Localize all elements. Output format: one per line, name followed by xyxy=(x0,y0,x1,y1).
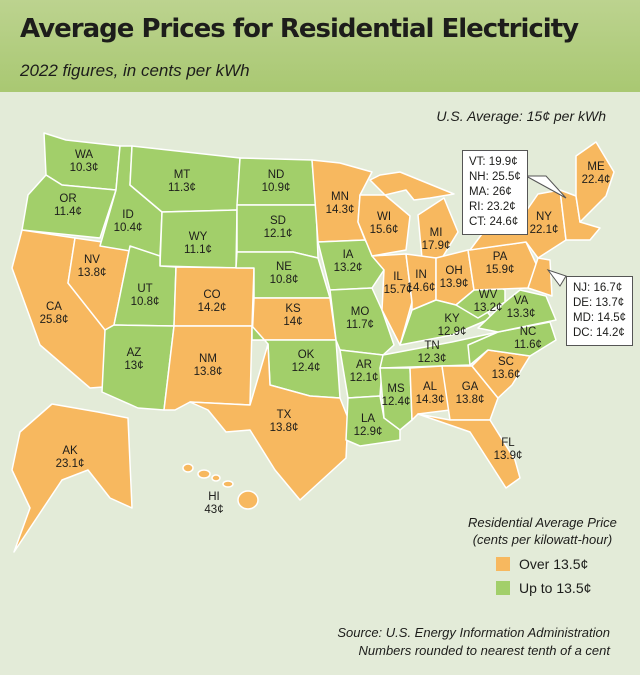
new-england-callout: VT: 19.9¢ NH: 25.5¢ MA: 26¢ RI: 23.2¢ CT… xyxy=(462,150,528,235)
legend-item-over: Over 13.5¢ xyxy=(496,556,617,572)
label-ia: IA 13.2¢ xyxy=(334,249,363,274)
label-ar: AR 12.1¢ xyxy=(350,359,379,384)
state-ms xyxy=(379,367,413,431)
legend-label-over: Over 13.5¢ xyxy=(519,556,589,572)
label-pa: PA 15.9¢ xyxy=(486,251,515,276)
label-ne: NE 10.8¢ xyxy=(270,261,299,286)
label-mn: MN 14.3¢ xyxy=(326,191,355,216)
new-england-callout-pointer xyxy=(525,175,567,199)
label-wa: WA 10.3¢ xyxy=(70,149,99,174)
state-al xyxy=(409,365,451,421)
state-hi-5 xyxy=(237,490,259,510)
legend-title: Residential Average Price xyxy=(468,515,617,530)
legend-swatch-over xyxy=(496,557,510,571)
page-subtitle: 2022 figures, in cents per kWh xyxy=(20,61,250,80)
label-la: LA 12.9¢ xyxy=(354,413,383,438)
callout-dc: DC: 14.2¢ xyxy=(573,327,625,339)
state-ak xyxy=(11,403,133,553)
page-title: Average Prices for Residential Electrici… xyxy=(20,14,579,44)
label-oh: OH 13.9¢ xyxy=(440,265,469,290)
label-ga: GA 13.8¢ xyxy=(456,381,485,406)
us-average: U.S. Average: 15¢ per kWh xyxy=(436,108,606,124)
state-hi-1 xyxy=(182,463,194,473)
label-nd: ND 10.9¢ xyxy=(262,169,291,194)
label-ms: MS 12.4¢ xyxy=(382,383,411,408)
label-nv: NV 13.8¢ xyxy=(78,254,107,279)
legend: Residential Average Price (cents per kil… xyxy=(468,514,617,596)
label-ny: NY 22.1¢ xyxy=(530,211,559,236)
label-mt: MT 11.3¢ xyxy=(168,169,196,194)
state-mi-lower xyxy=(417,197,459,259)
state-me xyxy=(575,141,615,223)
label-nc: NC 11.6¢ xyxy=(514,326,542,351)
label-wi: WI 15.6¢ xyxy=(370,211,399,236)
state-hi-2 xyxy=(197,469,211,479)
state-ga xyxy=(441,365,499,421)
state-mo xyxy=(329,287,395,356)
state-ia xyxy=(317,239,385,291)
state-or xyxy=(21,174,117,239)
header-band: Average Prices for Residential Electrici… xyxy=(0,0,640,92)
mid-atlantic-callout-pointer xyxy=(546,269,567,287)
rounding-note: Numbers rounded to nearest tenth of a ce… xyxy=(358,643,611,658)
us-map: WA 10.3¢ OR 11.4¢ CA 25.8¢ NV 13.8¢ ID 10.4¢ … xyxy=(11,132,615,553)
label-or: OR 11.4¢ xyxy=(54,193,82,218)
callout-de: DE: 13.7¢ xyxy=(573,297,625,309)
label-ky: KY 12.9¢ xyxy=(438,313,467,338)
label-ca: CA 25.8¢ xyxy=(40,301,69,326)
label-ks: KS 14¢ xyxy=(283,303,302,328)
label-mo: MO 11.7¢ xyxy=(346,306,374,331)
label-fl: FL 13.9¢ xyxy=(494,437,523,462)
label-va: VA 13.3¢ xyxy=(507,295,536,320)
label-ak: AK 23.1¢ xyxy=(56,445,85,470)
mid-atlantic-callout: NJ: 16.7¢ DE: 13.7¢ MD: 14.5¢ DC: 14.2¢ xyxy=(566,276,634,346)
state-hi-4 xyxy=(222,480,234,488)
label-in: IN 14.6¢ xyxy=(407,269,436,294)
label-tn: TN 12.3¢ xyxy=(418,340,447,365)
label-al: AL 14.3¢ xyxy=(416,381,445,406)
label-sd: SD 12.1¢ xyxy=(264,215,293,240)
label-az: AZ 13¢ xyxy=(124,347,143,372)
callout-nh: NH: 25.5¢ xyxy=(469,171,521,183)
state-fl xyxy=(417,413,521,489)
legend-swatch-under xyxy=(496,581,510,595)
callout-nj: NJ: 16.7¢ xyxy=(573,282,623,294)
label-id: ID 10.4¢ xyxy=(114,209,143,234)
callout-ct: CT: 24.6¢ xyxy=(469,216,519,228)
label-wv: WV 13.2¢ xyxy=(474,289,503,314)
label-nm: NM 13.8¢ xyxy=(194,353,223,378)
callout-md: MD: 14.5¢ xyxy=(573,312,627,324)
state-mi xyxy=(369,171,455,201)
label-tx: TX 13.8¢ xyxy=(270,409,299,434)
label-ok: OK 12.4¢ xyxy=(292,349,321,374)
label-mi: MI 17.9¢ xyxy=(422,227,451,252)
label-il: IL 15.7¢ xyxy=(384,271,413,296)
label-co: CO 14.2¢ xyxy=(198,289,227,314)
label-wy: WY 11.1¢ xyxy=(184,231,212,256)
callout-ma: MA: 26¢ xyxy=(469,186,512,198)
label-sc: SC 13.6¢ xyxy=(492,356,521,381)
label-ut: UT 10.8¢ xyxy=(131,283,160,308)
source-line: Source: U.S. Energy Information Administ… xyxy=(337,625,610,640)
label-me: ME 22.4¢ xyxy=(582,161,611,186)
legend-label-under: Up to 13.5¢ xyxy=(519,580,592,596)
legend-item-under: Up to 13.5¢ xyxy=(496,580,617,596)
legend-subtitle: (cents per kilowatt-hour) xyxy=(472,532,613,547)
callout-vt: VT: 19.9¢ xyxy=(469,156,518,168)
label-hi: HI 43¢ xyxy=(204,491,223,516)
callout-ri: RI: 23.2¢ xyxy=(469,201,516,213)
source-note: Source: U.S. Energy Information Administ… xyxy=(337,624,610,660)
state-hi-3 xyxy=(211,474,221,482)
state-nj-de-md xyxy=(527,257,553,297)
